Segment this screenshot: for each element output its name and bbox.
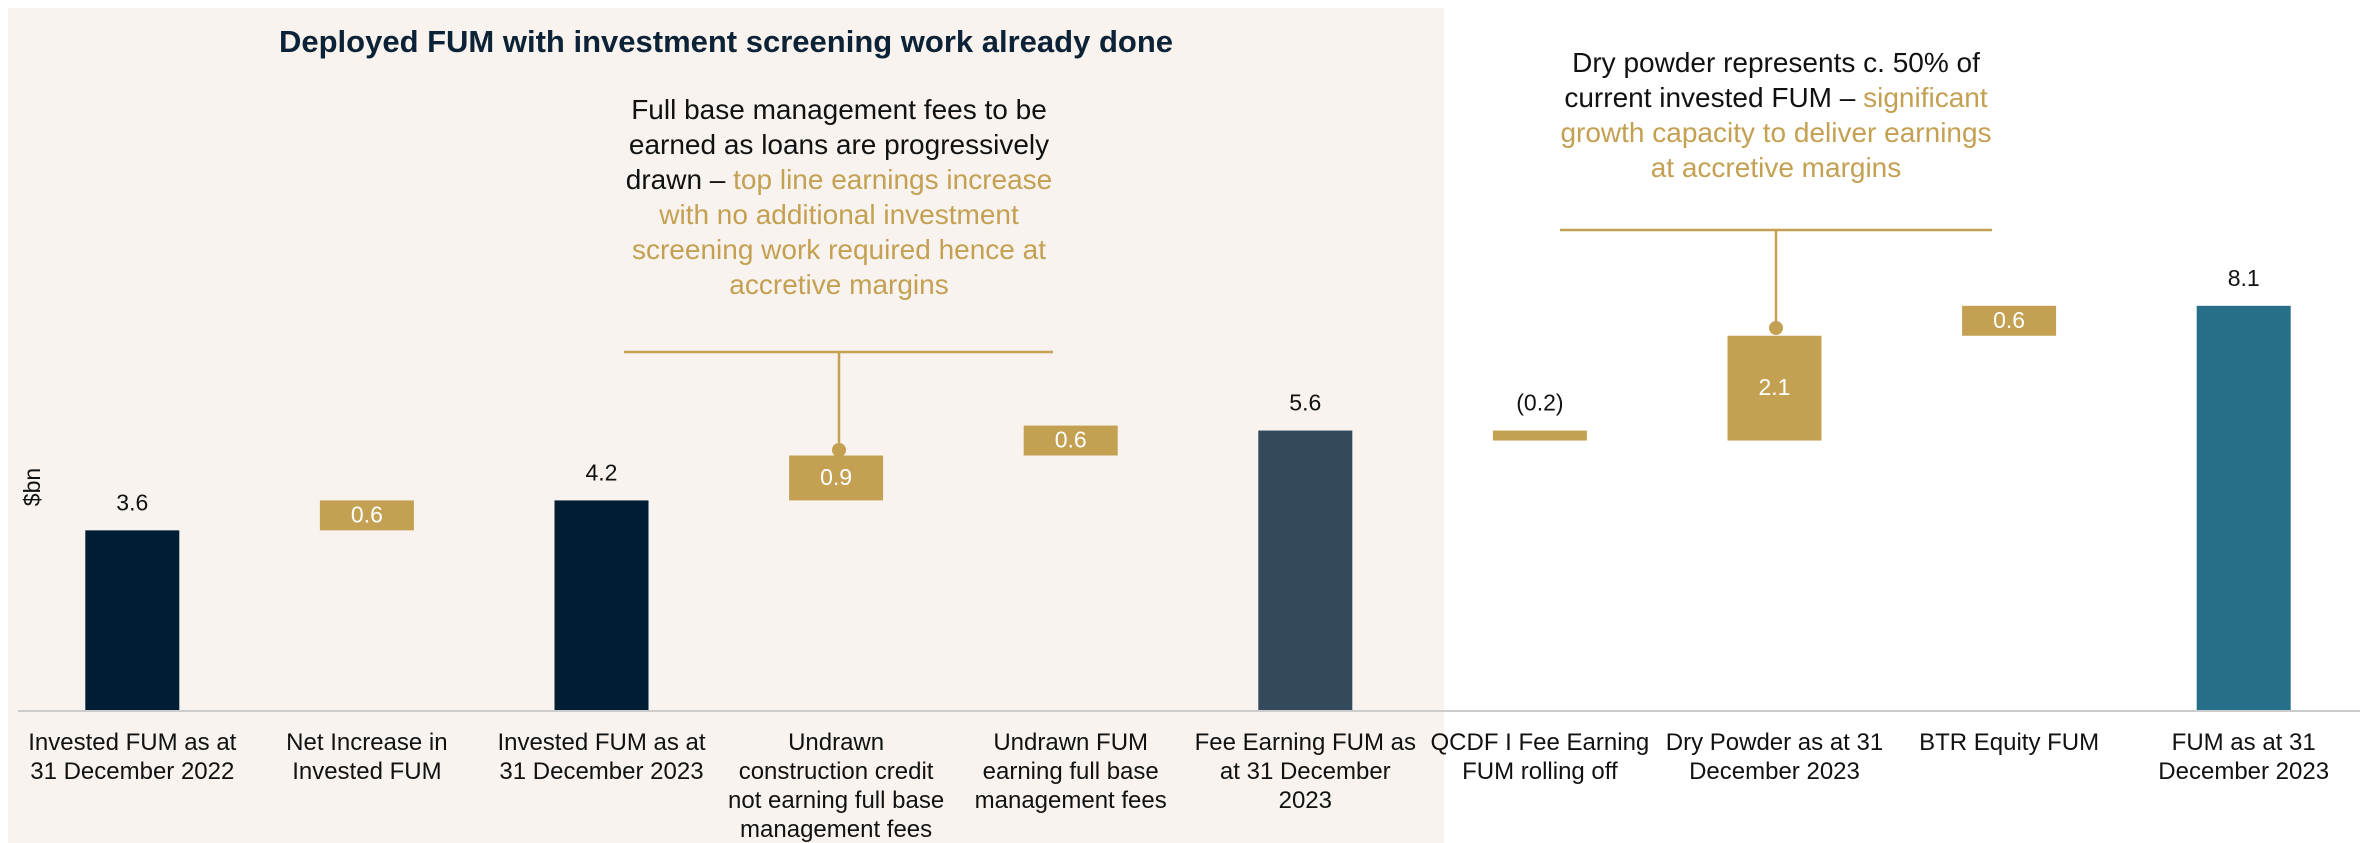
bar — [85, 530, 180, 710]
bar — [1258, 430, 1353, 710]
x-tick-label: Fee Earning FUM as at 31 December 2023 — [1194, 729, 1416, 814]
annotation-text: Dry powder represents c. 50% of current … — [1564, 47, 1980, 113]
x-tick-label: QCDF I Fee Earning FUM rolling off — [1430, 729, 1650, 785]
x-tick-label: Invested FUM as at 31 December 2023 — [497, 729, 706, 785]
bar — [1023, 425, 1118, 456]
y-axis-label: $bn — [19, 468, 45, 506]
value-label: 0.6 — [1993, 307, 2025, 333]
x-tick-label: Undrawn construction credit not earning … — [728, 729, 945, 843]
value-label: 0.6 — [351, 501, 383, 527]
x-tick-label: FUM as at 31 December 2023 — [2158, 729, 2330, 785]
bar — [319, 500, 414, 531]
callout-dot — [1769, 321, 1783, 335]
bar — [1492, 430, 1587, 441]
x-tick-label: BTR Equity FUM — [1919, 729, 2100, 756]
chart-title: Deployed FUM with investment screening w… — [278, 24, 1174, 59]
x-tick-label: Dry Powder as at 31 December 2023 — [1665, 729, 1884, 785]
value-label: 2.1 — [1759, 374, 1791, 400]
value-label: 4.2 — [586, 459, 618, 485]
annotation-highlight: top line earnings increase with no addit… — [631, 164, 1053, 300]
annotation: Dry powder represents c. 50% of current … — [1556, 45, 1996, 185]
x-tick-label: Net Increase in Invested FUM — [286, 729, 448, 785]
annotation: Full base management fees to be earned a… — [624, 92, 1054, 302]
bar — [1962, 305, 2057, 336]
bar — [554, 500, 649, 710]
value-label: 3.6 — [116, 489, 148, 515]
annotation-text: Full base management fees to be earned a… — [625, 94, 1050, 195]
value-label: 5.6 — [1289, 390, 1321, 416]
value-label: 0.6 — [1055, 427, 1087, 453]
callout-dot — [832, 443, 846, 457]
value-label: 0.9 — [820, 464, 852, 490]
x-tick-label: Invested FUM as at 31 December 2022 — [28, 729, 237, 785]
value-label: 8.1 — [2228, 265, 2260, 291]
callout-connector — [624, 228, 1992, 450]
highlight-region — [8, 8, 1444, 843]
bar — [2196, 305, 2291, 710]
annotation-highlight: significant growth capacity to deliver e… — [1560, 82, 1992, 183]
x-tick-label: Undrawn FUM earning full base management… — [974, 729, 1167, 814]
value-label: (0.2) — [1516, 390, 1563, 416]
bar — [1727, 335, 1822, 441]
bar — [789, 455, 884, 501]
